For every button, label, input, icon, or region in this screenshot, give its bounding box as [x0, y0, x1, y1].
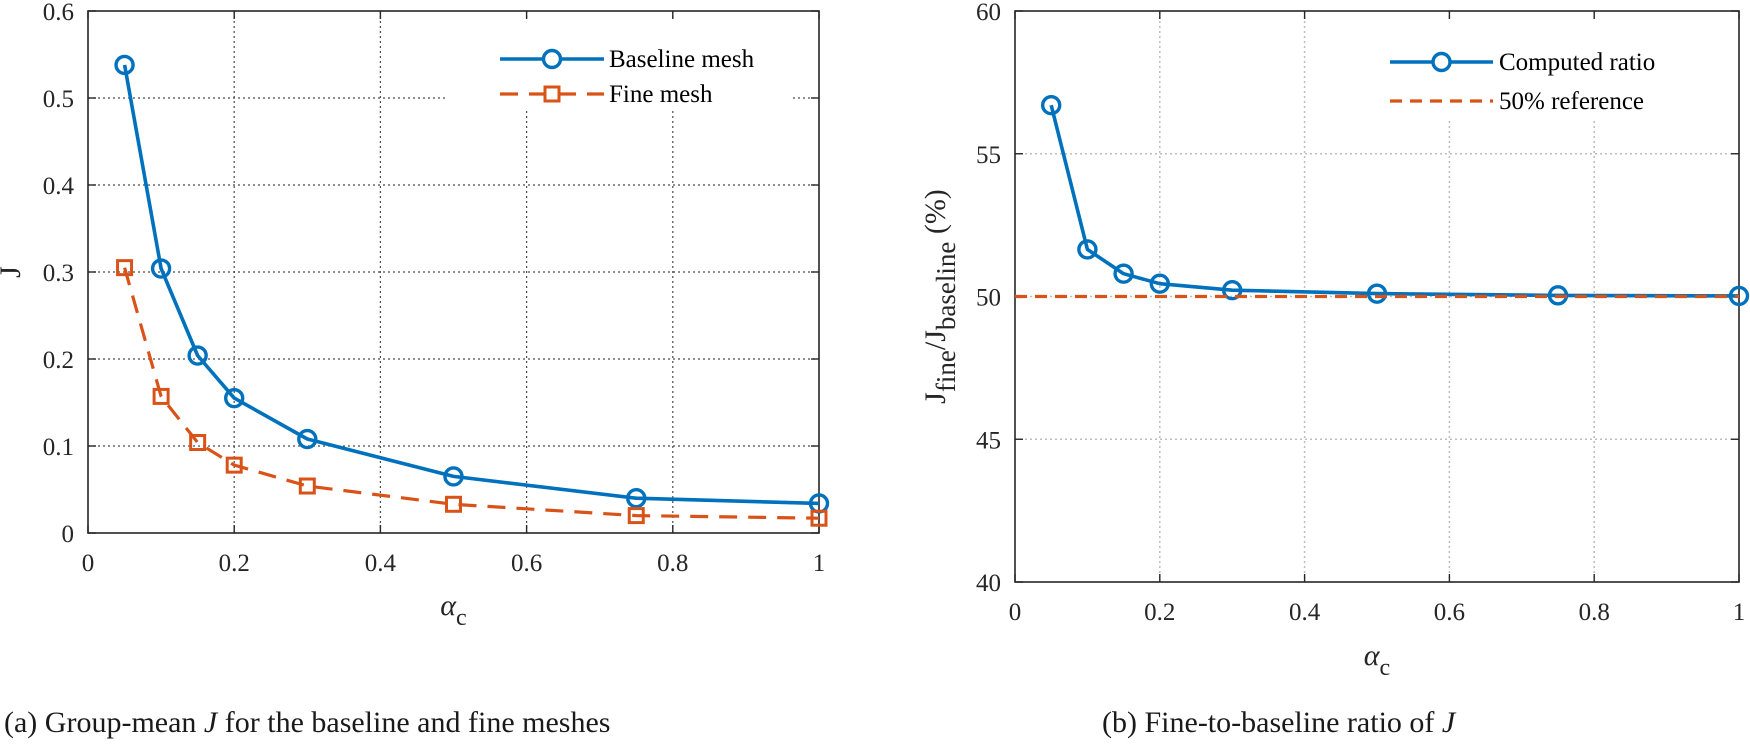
a-ytick-label: 0.6 [43, 0, 74, 26]
a-series-1-point [189, 434, 207, 452]
b-ylabel: Jfine/Jbaseline (%) [919, 189, 961, 404]
caption-a-symbol: J [203, 706, 218, 739]
a-series-1-point [225, 456, 243, 474]
a-series-0-point [187, 345, 208, 366]
a-series-0-point [150, 258, 172, 279]
b-ytick-label: 60 [976, 0, 1001, 26]
a-ylabel: J [0, 266, 27, 278]
chart-a-group-mean-j: 0 0.2 0.4 0.6 0.8 1 0 0.1 0.2 0.3 0.4 0.5 0.6 αc J Base… [0, 0, 830, 631]
b-ytick-label: 55 [976, 142, 1001, 169]
a-ytick-label: 0.3 [43, 260, 74, 287]
a-ytick-label: 0 [62, 521, 75, 548]
b-ytick-label: 45 [976, 427, 1001, 454]
a-series-1-point [445, 495, 462, 513]
b-ytick-label: 40 [976, 570, 1001, 597]
b-legend-marker-0 [1431, 51, 1452, 73]
a-series-0-point [443, 466, 464, 487]
b-ylabel-j2: /J [919, 330, 952, 350]
b-series-0-point [1077, 239, 1098, 260]
a-xlabel-sub: c [456, 605, 467, 631]
b-series-0-point [1728, 285, 1750, 307]
a-legend-marker-0 [541, 48, 563, 70]
b-xlabel: αc [1364, 639, 1390, 681]
a-series-1-point [627, 507, 645, 525]
b-ylabel-sub2: baseline [931, 242, 961, 330]
caption-b: (b) Fine-to-baseline ratio of J [1102, 705, 1455, 741]
a-xtick-label: 0.8 [657, 550, 688, 577]
a-legend-box [448, 19, 792, 111]
a-xtick-label: 0.2 [219, 550, 250, 577]
b-xtick-label: 0.8 [1579, 599, 1610, 626]
b-xtick-label: 0.4 [1289, 599, 1321, 626]
a-ytick-label: 0.5 [43, 86, 74, 113]
a-xtick-label: 0.4 [365, 550, 397, 577]
a-series-0-point [114, 54, 135, 76]
a-xtick-label: 0 [82, 550, 95, 577]
b-ylabel-j1: J [919, 392, 952, 404]
a-series-1-line [123, 267, 820, 520]
a-xtick-label: 1 [813, 550, 826, 577]
a-ytick-label: 0.2 [43, 347, 74, 374]
b-legend-label-1: 50% reference [1499, 88, 1644, 115]
b-series-0-point [1221, 280, 1243, 301]
a-legend-label-1: Fine mesh [609, 81, 713, 108]
a-legend-marker-1 [543, 85, 561, 103]
a-series-0-point [297, 428, 318, 450]
b-series-0-point [1040, 95, 1062, 116]
a-series-0-line [122, 64, 820, 506]
caption-b-symbol: J [1441, 706, 1456, 739]
a-series-0-point [223, 387, 245, 409]
a-series-1-point [810, 509, 828, 527]
caption-a: (a) Group-mean J for the baseline and fi… [4, 705, 610, 741]
b-series-0-point [1113, 263, 1134, 284]
b-xtick-label: 0 [1009, 599, 1022, 626]
b-xtick-label: 0.2 [1144, 599, 1175, 626]
a-series-1-point [298, 477, 316, 495]
b-xlabel-symbol: α [1364, 639, 1381, 672]
a-ytick-label: 0.4 [43, 173, 75, 200]
a-series-1-point [152, 387, 170, 405]
b-xtick-label: 1 [1733, 599, 1746, 626]
b-ytick-label: 50 [976, 285, 1001, 312]
b-legend-label-0: Computed ratio [1499, 49, 1655, 76]
a-xlabel: αc [440, 589, 466, 631]
b-series-0-point [1366, 283, 1388, 304]
b-series-0-point [1149, 273, 1171, 294]
caption-a-suffix: for the baseline and fine meshes [217, 706, 611, 739]
b-xtick-label: 0.6 [1434, 599, 1465, 626]
a-series-0-point [626, 488, 647, 509]
a-series-1-point [116, 259, 134, 277]
a-xlabel-symbol: α [440, 589, 457, 622]
a-xtick-label: 0.6 [511, 550, 542, 577]
caption-a-prefix: (a) Group-mean [4, 706, 204, 739]
chart-b-ratio: 0 0.2 0.4 0.6 0.8 1 40 45 50 55 60 αc Jfine/Jbaselin… [919, 0, 1750, 681]
b-xlabel-sub: c [1380, 655, 1391, 681]
caption-b-prefix: (b) Fine-to-baseline ratio of [1102, 706, 1442, 739]
b-ylabel-unit: (%) [919, 189, 952, 241]
b-ylabel-sub1: fine [931, 350, 961, 392]
a-legend-label-0: Baseline mesh [609, 46, 755, 73]
a-ytick-label: 0.1 [43, 434, 74, 461]
